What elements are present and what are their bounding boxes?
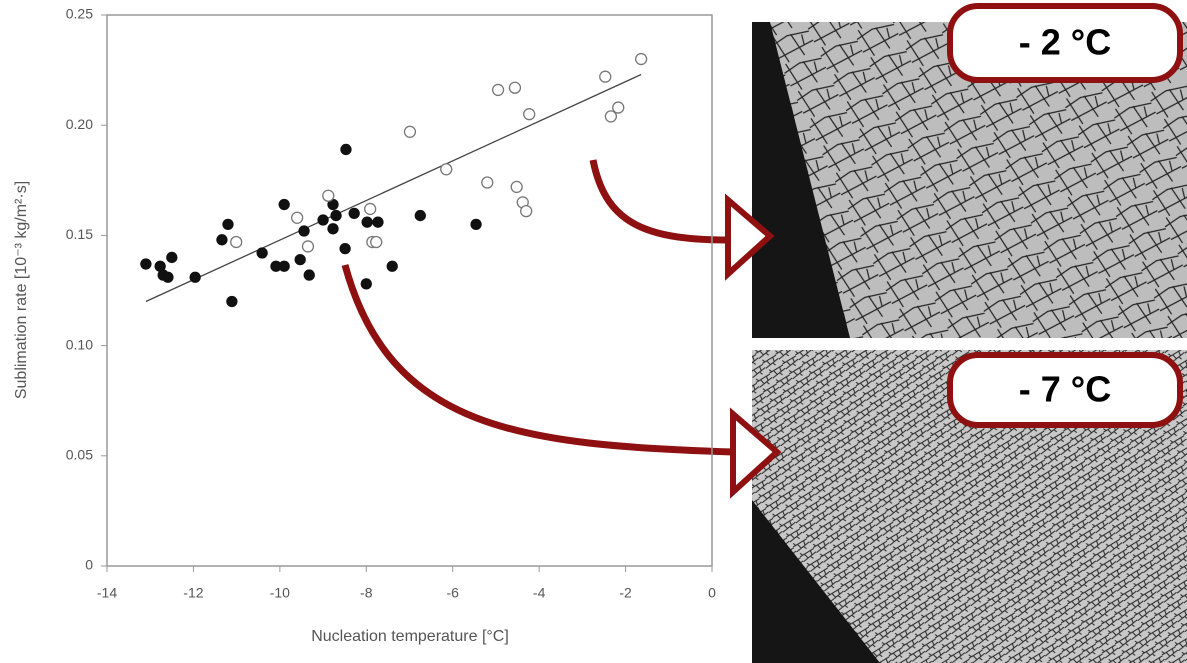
plot-frame: [106, 14, 713, 567]
data-point: [230, 235, 243, 249]
data-point: [386, 260, 398, 272]
data-point: [222, 218, 234, 231]
data-point: [604, 110, 618, 123]
label-box: [947, 352, 1183, 428]
data-point: [440, 163, 453, 176]
data-point: [327, 223, 339, 235]
data-point: [348, 207, 360, 220]
data-point: [508, 81, 522, 94]
data-point: [216, 234, 228, 246]
data-point: [256, 247, 268, 259]
panel-label: - 7 °C: [1019, 369, 1111, 410]
y-tick-label: 0.10: [66, 336, 93, 352]
data-point: [226, 295, 238, 308]
data-point: [278, 260, 290, 272]
data-point: [364, 202, 377, 216]
x-tick-label: -4: [533, 585, 546, 601]
data-point: [612, 101, 625, 114]
x-tick-label: -14: [97, 585, 117, 601]
data-point: [162, 271, 174, 283]
y-axis-label: Sublimation rate [10⁻³ kg/m²·s]: [13, 181, 30, 399]
data-point: [340, 143, 352, 156]
data-point: [370, 235, 383, 249]
data-point: [303, 269, 315, 281]
data-point: [372, 216, 384, 228]
panel-label: - 2 °C: [1019, 22, 1111, 63]
data-point: [403, 125, 417, 138]
data-point: [317, 214, 329, 226]
y-tick-label: 0: [85, 557, 93, 573]
y-tick-label: 0.15: [66, 226, 93, 242]
y-tick-label: 0.20: [66, 116, 93, 132]
data-point: [322, 189, 335, 202]
data-point: [330, 209, 342, 222]
data-point: [414, 209, 426, 222]
y-tick-label: 0.25: [66, 6, 93, 22]
y-tick-label: 0.05: [66, 447, 93, 463]
data-point: [301, 240, 315, 253]
x-tick-label: -10: [270, 585, 290, 601]
trend-line: [145, 73, 642, 303]
arrow: [589, 159, 729, 244]
data-point: [294, 253, 306, 266]
arrow-head: [725, 193, 775, 281]
data-point: [360, 278, 372, 290]
data-point: [491, 83, 505, 97]
data-point: [361, 216, 373, 228]
data-point: [599, 70, 612, 83]
data-point: [510, 180, 523, 194]
data-point: [290, 211, 304, 224]
data-point: [298, 225, 310, 237]
x-tick-label: -8: [360, 585, 373, 601]
data-point: [481, 176, 494, 189]
data-point: [339, 242, 351, 255]
data-point: [470, 218, 482, 231]
data-point: [634, 52, 648, 66]
x-tick-label: -2: [619, 585, 632, 601]
data-point: [140, 258, 152, 270]
label-box: [947, 3, 1183, 83]
x-axis-label: Nucleation temperature [°C]: [311, 628, 509, 645]
x-tick-label: -6: [446, 585, 459, 601]
arrow: [341, 264, 734, 456]
data-point: [189, 271, 201, 283]
x-tick-label: -12: [183, 585, 203, 601]
x-tick-label: 0: [708, 585, 716, 601]
arrow-head: [730, 407, 782, 499]
data-point: [166, 251, 178, 264]
data-point: [520, 205, 533, 218]
data-point: [278, 198, 290, 211]
data-point: [523, 108, 536, 121]
